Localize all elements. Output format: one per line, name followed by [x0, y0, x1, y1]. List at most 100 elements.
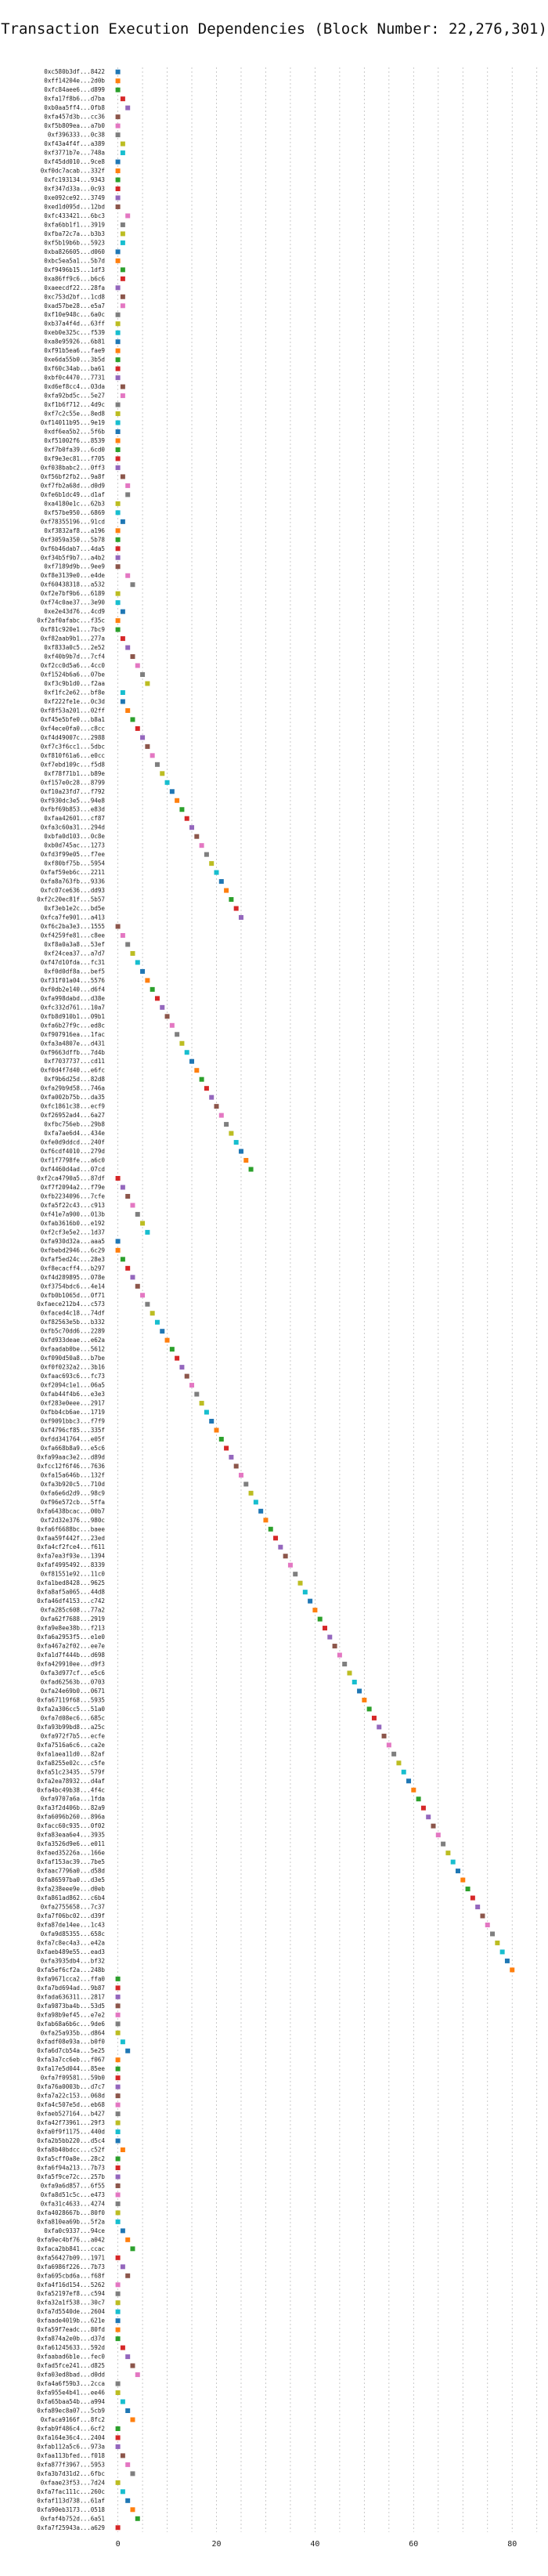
data-point: [135, 663, 140, 668]
y-tick-label: 0xfa998dabd...d38e: [41, 995, 106, 1002]
data-point: [115, 501, 121, 506]
data-point: [312, 1608, 318, 1613]
y-tick-label: 0xf9663dffb...7d4b: [41, 1049, 106, 1056]
data-point: [120, 2147, 125, 2153]
data-point: [140, 672, 146, 678]
y-tick-label: 0xfcc12f6f46...7636: [37, 1463, 105, 1470]
data-point: [214, 1427, 219, 1433]
y-tick-label: 0xfa51c23435...579f: [37, 1768, 105, 1775]
y-tick-label: 0xfa99aac3e2...d89d: [37, 1453, 105, 1460]
y-tick-label: 0xfa7ea3f93e...1394: [37, 1553, 105, 1560]
y-tick-label: 0xf3059a350...5b78: [41, 536, 106, 543]
data-point: [145, 743, 150, 749]
y-tick-label: 0xfa3935db4...bf32: [41, 1957, 105, 1964]
data-point: [490, 1931, 496, 1937]
y-tick-label: 0xfaf59eb6c...2211: [41, 869, 106, 876]
data-point: [115, 564, 121, 570]
data-point: [115, 2426, 121, 2431]
data-point: [120, 2039, 125, 2045]
data-point: [120, 240, 125, 245]
y-tick-label: 0xfa8a763fb...9336: [41, 878, 106, 885]
data-point: [115, 528, 121, 534]
y-tick-label: 0xf0d0df8a...bef5: [44, 968, 105, 975]
data-point: [115, 2201, 121, 2206]
y-tick-label: 0xf26952ad4...6a27: [41, 1112, 105, 1119]
data-point: [352, 1679, 357, 1684]
y-tick-label: 0xf283e0eee...2917: [41, 1400, 105, 1407]
data-point: [164, 1014, 170, 1019]
y-tick-label: 0xf222fe1e...0c3d: [44, 698, 105, 705]
y-tick-label: 0xf9b6d25d...82d8: [44, 1076, 105, 1083]
data-point: [115, 2192, 121, 2198]
y-tick-label: 0xfa3b920c5...710d: [41, 1481, 105, 1488]
y-tick-label: 0xfc433421...6bc3: [44, 212, 105, 219]
data-point: [238, 1472, 243, 1478]
y-tick-label: 0xfe0d9ddcd...240f: [41, 1139, 105, 1146]
data-point: [125, 2354, 131, 2360]
y-tick-label: 0xfaf153ac39...7be5: [37, 1858, 105, 1865]
y-tick-label: 0xfa46df4153...c742: [37, 1597, 105, 1605]
y-tick-label: 0xf56bf2fb2...9a8f: [41, 473, 105, 480]
data-point: [214, 870, 219, 875]
data-point: [420, 1805, 426, 1811]
y-tick-label: 0xfaa42601...cf87: [44, 815, 105, 822]
y-tick-label: 0xff14204e...2d0b: [44, 78, 105, 85]
y-tick-label: 0xfa285c608...77a2: [41, 1607, 105, 1614]
y-tick-label: 0xf2e7bf9b6...6189: [41, 590, 106, 597]
data-point: [145, 1229, 150, 1235]
y-tick-label: 0xf2cf3e5e2...1d37: [41, 1228, 105, 1236]
data-point: [115, 600, 121, 606]
data-point: [189, 1058, 195, 1064]
y-tick-label: 0xfa0c9337...94ce: [44, 2227, 105, 2234]
y-tick-label: 0xf4259fe81...c8ee: [41, 932, 106, 939]
y-tick-label: 0xfa8d51c5c...e473: [41, 2191, 105, 2198]
y-tick-label: 0xfa52197ef8...c594: [37, 2290, 105, 2297]
y-tick-label: 0xf81551e92...11c0: [41, 1571, 106, 1578]
data-point: [218, 879, 224, 885]
data-point: [120, 2399, 125, 2404]
data-point: [302, 1590, 308, 1595]
y-tick-label: 0xfa65baa54b...a994: [37, 2398, 105, 2405]
y-tick-label: 0xfa90eb3173...0518: [37, 2506, 105, 2513]
data-point: [115, 2003, 121, 2009]
y-tick-label: 0xf5b19b6b...5923: [44, 239, 105, 246]
y-tick-label: 0xbfa0d103...0c8e: [44, 833, 105, 840]
y-tick-label: 0xf3832af8...a196: [44, 527, 105, 534]
y-tick-label: 0xf6b46dab7...4da5: [41, 545, 105, 552]
y-tick-label: 0xf396333...0c38: [48, 132, 106, 139]
y-tick-label: 0xfa810ea69b...5f2a: [37, 2218, 105, 2225]
y-tick-label: 0xf51002f6...8539: [44, 437, 105, 444]
y-tick-label: 0xfa2a306cc5...51a0: [37, 1706, 105, 1713]
y-tick-label: 0xfa6438bcac...00b7: [37, 1507, 105, 1514]
data-point: [115, 2309, 121, 2314]
data-point: [125, 2048, 131, 2053]
y-tick-label: 0xfa89ec8a07...5cb9: [37, 2407, 105, 2414]
data-point: [115, 2336, 121, 2342]
data-point: [283, 1554, 288, 1559]
data-point: [160, 1004, 165, 1010]
data-point: [455, 1869, 460, 1874]
data-point: [120, 96, 125, 102]
y-tick-label: 0xf43a4f4f...a389: [44, 140, 105, 147]
data-point: [135, 2372, 140, 2378]
data-point: [287, 1562, 293, 1568]
y-tick-label: 0xf57be950...6869: [44, 509, 105, 516]
data-point: [120, 2345, 125, 2350]
y-tick-label: 0xfb2234096...7cfe: [41, 1192, 106, 1199]
y-tick-label: 0xf4d289895...078e: [41, 1274, 106, 1281]
data-point: [115, 2318, 121, 2324]
data-point: [416, 1796, 421, 1802]
y-tick-label: 0xfab3616b0...e192: [41, 1220, 105, 1227]
y-tick-label: 0xf82aab9b1...277a: [41, 635, 105, 642]
data-point: [115, 2102, 121, 2107]
data-point: [115, 168, 121, 174]
y-tick-label: 0xfa17f8b6...d7ba: [44, 96, 105, 103]
y-tick-label: 0xfa3c60a31...294d: [41, 824, 105, 831]
data-point: [115, 2165, 121, 2170]
data-point: [120, 519, 125, 524]
y-tick-label: 0xc753d2bf...1cd8: [44, 293, 105, 300]
y-tick-label: 0xf74c0ae37...3e90: [41, 599, 106, 606]
data-point: [268, 1526, 273, 1532]
y-tick-label: 0xfb5c70dd6...2289: [41, 1328, 106, 1335]
y-tick-label: 0xf60438318...a532: [41, 581, 105, 588]
